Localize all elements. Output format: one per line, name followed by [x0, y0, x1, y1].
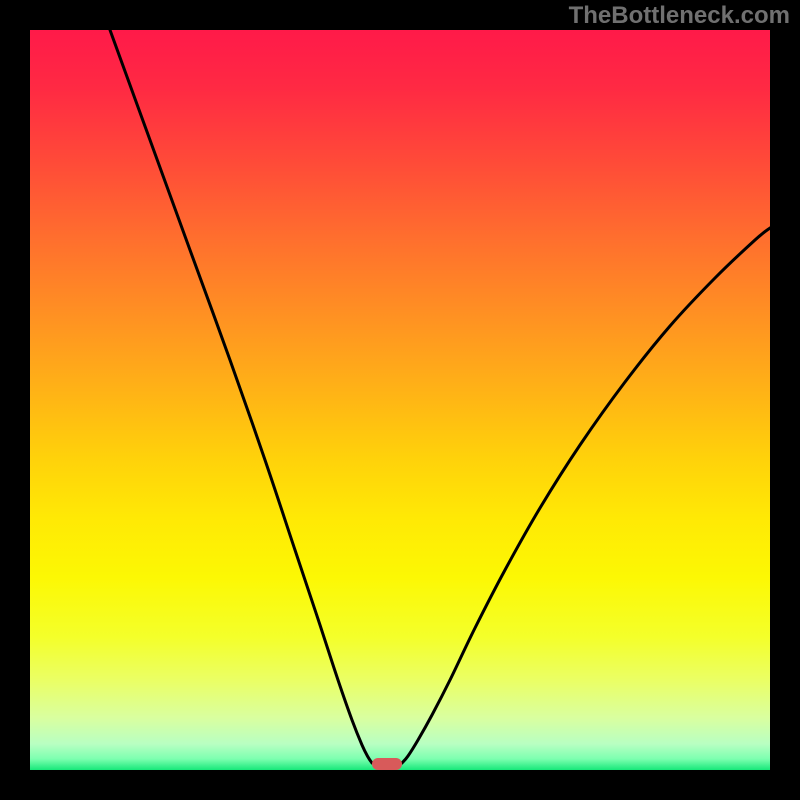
watermark-text: TheBottleneck.com [569, 2, 790, 30]
chart-svg [0, 0, 800, 800]
plot-area [30, 30, 770, 770]
optimal-marker [372, 758, 402, 770]
chart-stage: TheBottleneck.com [0, 0, 800, 800]
